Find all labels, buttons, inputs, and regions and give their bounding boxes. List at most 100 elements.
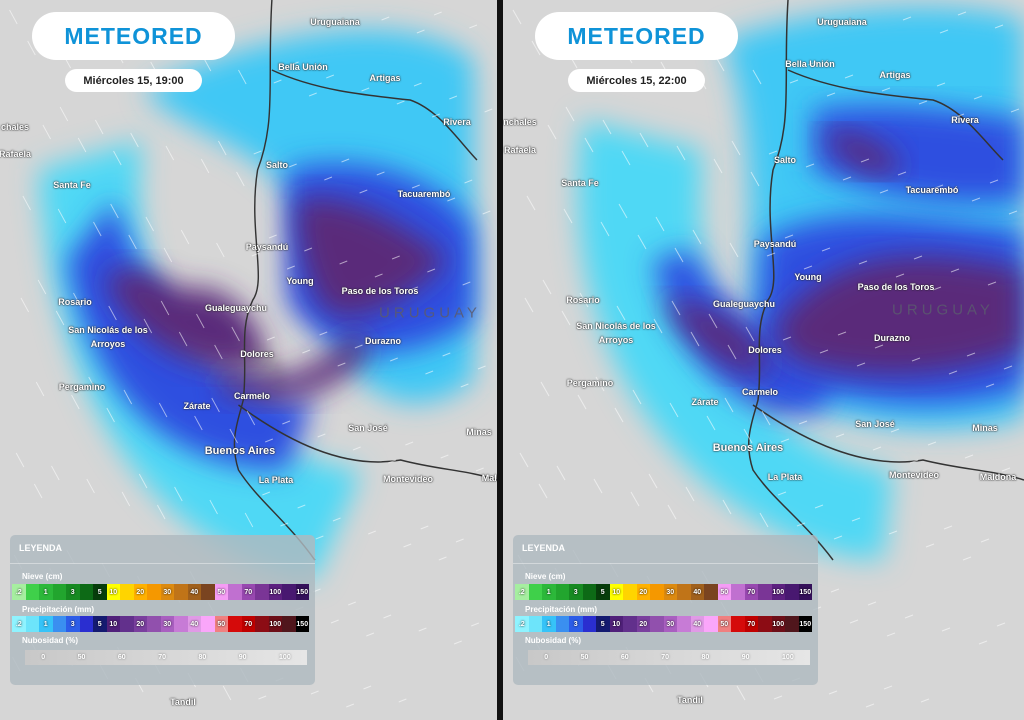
precip-scale-cell <box>650 616 664 632</box>
precip-scale-cell <box>677 616 691 632</box>
wind-streak <box>57 208 67 224</box>
wind-streak <box>722 499 732 515</box>
weather-map[interactable] <box>503 0 1024 720</box>
precipitation-layer <box>578 6 1024 560</box>
city-label: chales <box>0 122 30 132</box>
map-panel-1900[interactable]: Uruguaiana Bella Unión Artigas Rivera chales… <box>0 0 497 720</box>
city-label: Pergamino <box>566 378 614 388</box>
city-label: Young <box>286 276 314 286</box>
wind-streak <box>814 504 824 509</box>
precip-scale-cell: 1 <box>542 616 556 632</box>
wind-streak <box>218 140 227 156</box>
legend-divider <box>513 563 818 564</box>
wind-streak <box>416 29 425 34</box>
wind-streak <box>106 407 115 423</box>
snow-scale-cell: 5 <box>93 584 107 600</box>
wind-streak <box>789 79 799 84</box>
weather-map[interactable] <box>0 0 497 720</box>
snow-scale-cell: .2 <box>515 584 529 600</box>
city-label: Uruguaiana <box>817 17 867 27</box>
precip-scale-cell <box>758 616 772 632</box>
wind-streak <box>361 87 370 92</box>
precip-scale-cell <box>120 616 134 632</box>
wind-streak <box>123 389 133 405</box>
wind-streak <box>27 40 36 56</box>
wind-streak <box>883 685 893 690</box>
city-label: Buenos Aires <box>204 445 276 457</box>
city-label: Rafaela <box>503 145 537 155</box>
wind-streak <box>464 179 473 184</box>
city-label: Montevideo <box>382 474 434 484</box>
cloud-scale-tick: 90 <box>741 654 750 661</box>
snow-scale-cell <box>52 584 66 600</box>
wind-streak <box>962 556 972 561</box>
city-label: Mald <box>481 473 497 483</box>
wind-streak <box>282 420 291 425</box>
precip-area <box>219 330 373 400</box>
wind-streak <box>156 504 166 520</box>
wind-streak <box>512 9 522 25</box>
wind-streak <box>209 499 218 515</box>
wind-streak <box>469 24 478 29</box>
wind-streak <box>438 556 447 561</box>
precip-area <box>295 198 449 317</box>
precip-scale-cell <box>623 616 637 632</box>
wind-streak <box>973 95 983 100</box>
snow-scale-cell: 100 <box>771 584 785 600</box>
wind-streak <box>966 352 976 357</box>
wind-streak <box>886 632 896 637</box>
wind-streak <box>803 265 813 270</box>
wind-streak <box>842 176 852 181</box>
city-label: Zárate <box>183 401 211 411</box>
wind-streak <box>20 297 30 313</box>
snow-scale: .2 1 3 5 10 20 30 40 50 70 100 150 <box>12 584 309 600</box>
wind-streak <box>939 29 949 34</box>
meteored-logo: METEORED <box>535 12 738 60</box>
wind-streak <box>447 197 456 202</box>
wind-streak <box>389 357 398 362</box>
snow-scale-cell <box>201 584 215 600</box>
wind-streak <box>398 698 407 703</box>
wind-streak <box>706 415 716 431</box>
wind-streak <box>674 247 684 263</box>
wind-streak <box>669 402 679 418</box>
wind-streak <box>595 376 605 392</box>
wind-streak <box>593 478 603 494</box>
snow-scale-cell <box>758 584 772 600</box>
map-panel-2200[interactable]: Uruguaiana Bella Unión Artigas Rivera nchale… <box>503 0 1024 720</box>
precip-scale-cell <box>228 616 242 632</box>
city-label: Zárate <box>691 397 719 407</box>
wind-streak <box>621 150 631 166</box>
wind-streak <box>222 685 232 701</box>
legend: LEYENDA Nieve (cm) .2 1 3 5 10 20 30 40 50 70 100 1… <box>513 535 818 685</box>
wind-streak <box>363 685 372 690</box>
wind-streak <box>110 203 119 219</box>
cloud-scale: 0 50 60 70 80 90 100 <box>25 650 307 665</box>
wind-streak <box>348 601 356 606</box>
precip-scale-cell: 70 <box>241 616 255 632</box>
cloud-scale-tick: 0 <box>544 654 549 661</box>
wind-streak <box>37 279 47 295</box>
wind-streak <box>971 197 981 202</box>
city-label: Santa Fe <box>53 180 91 190</box>
wind-streak <box>950 268 960 273</box>
precip-area <box>663 300 773 373</box>
wind-streak <box>346 703 355 708</box>
legend-title: LEYENDA <box>19 543 63 553</box>
wind-streak <box>462 281 471 286</box>
city-label: Arroyos <box>90 339 126 349</box>
snow-scale-cell <box>528 584 542 600</box>
wind-streak <box>229 428 238 444</box>
wind-streak <box>236 171 245 187</box>
city-label: Durazno <box>365 336 401 346</box>
wind-streak <box>113 150 122 166</box>
wind-streak <box>231 326 240 342</box>
wind-streak <box>932 286 942 291</box>
wind-streak <box>830 588 840 593</box>
wind-streak <box>290 61 299 66</box>
wind-streak <box>600 221 610 237</box>
wind-streak <box>766 252 776 257</box>
precip-scale-cell <box>255 616 269 632</box>
forecast-datetime: Miércoles 15, 19:00 <box>65 69 202 92</box>
snow-scale-cell: 40 <box>187 584 201 600</box>
